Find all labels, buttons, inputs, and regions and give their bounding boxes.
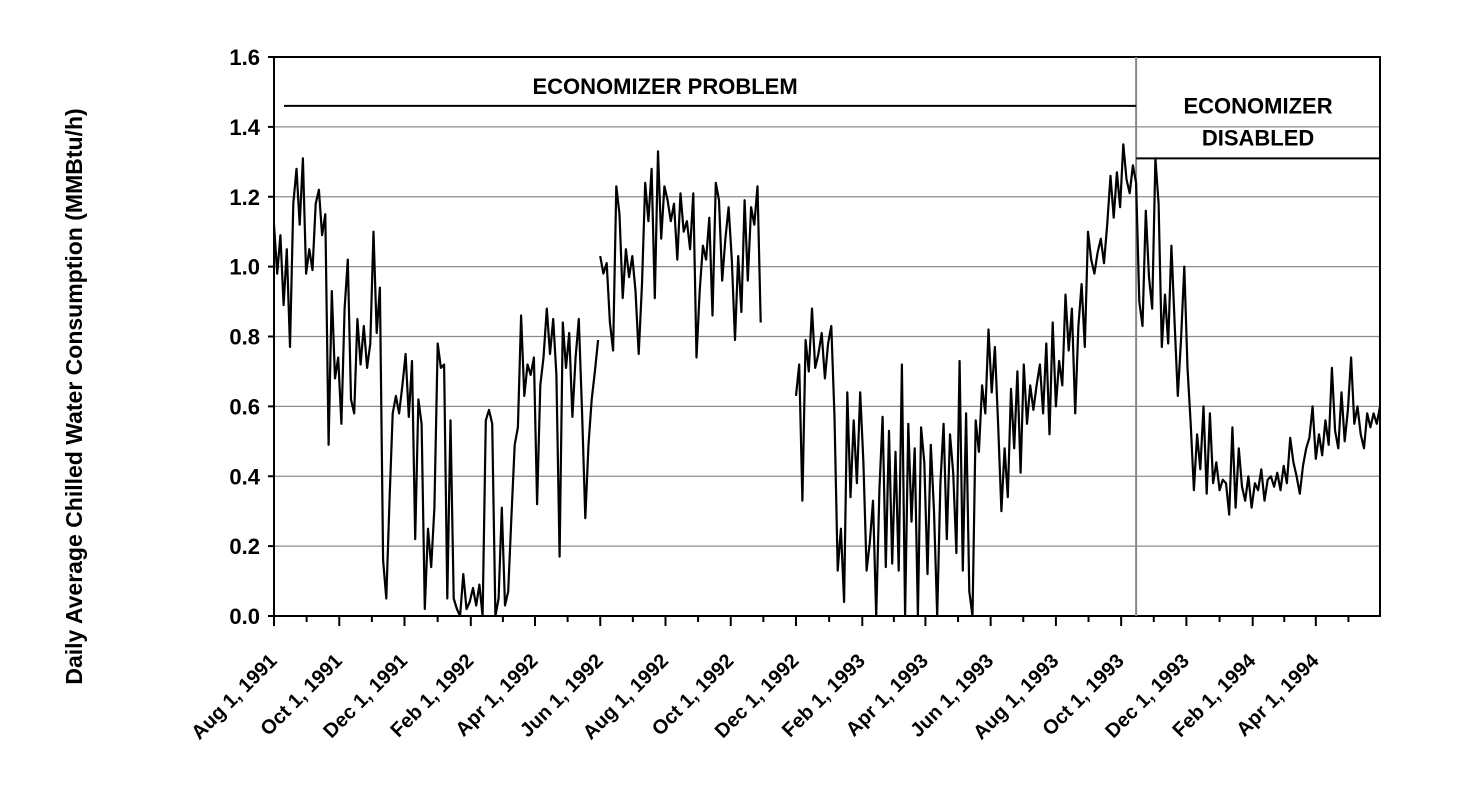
grid-lines xyxy=(274,126,1380,547)
y-tick-label: 0.2 xyxy=(229,534,260,559)
economizer-disabled-label-line2: DISABLED xyxy=(1202,125,1314,150)
y-tick-label: 0.6 xyxy=(229,394,260,419)
series-lines xyxy=(272,143,1382,618)
y-tick-label: 1.6 xyxy=(229,45,260,70)
y-tick-label: 0.8 xyxy=(229,325,260,350)
series-line-segment xyxy=(794,143,1138,618)
economizer-problem-label: ECONOMIZER PROBLEM xyxy=(532,74,797,99)
y-axis-ticks: 0.0 0.2 0.4 0.6 0.8 1.0 1.2 1.4 1.6 xyxy=(229,45,274,629)
series-line-segment xyxy=(272,157,600,618)
y-tick-label: 1.0 xyxy=(229,255,260,280)
y-axis-label: Daily Average Chilled Water Consumption … xyxy=(61,108,87,684)
series-line-segment xyxy=(1135,157,1382,516)
y-tick-label: 1.2 xyxy=(229,185,260,210)
economizer-disabled-label-line1: ECONOMIZER xyxy=(1183,93,1332,118)
series-line-segment xyxy=(599,150,762,359)
y-tick-label: 1.4 xyxy=(229,115,260,140)
y-tick-label: 0.4 xyxy=(229,464,260,489)
y-tick-label: 0.0 xyxy=(229,604,260,629)
annotations: ECONOMIZER PROBLEM ECONOMIZER DISABLED xyxy=(284,74,1380,160)
